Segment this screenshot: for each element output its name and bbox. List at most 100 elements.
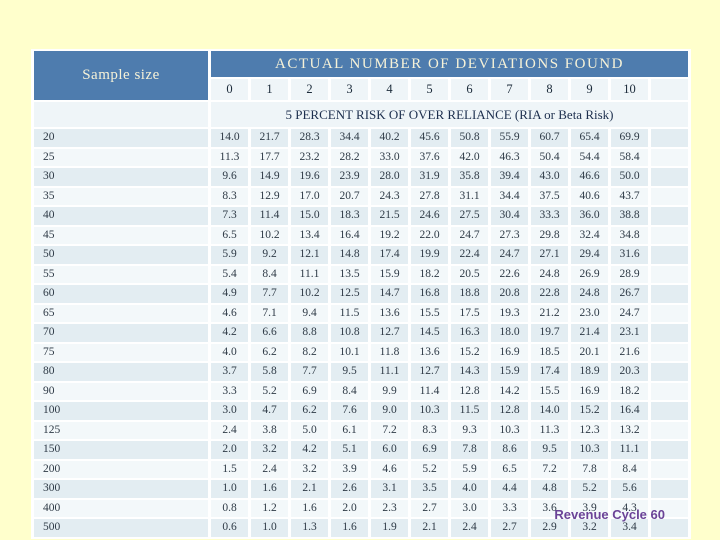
risk-value-cell: 2.3 [371, 499, 408, 517]
risk-value-cell: 2.0 [331, 499, 368, 517]
main-table-title: ACTUAL NUMBER OF DEVIATIONS FOUND [211, 51, 688, 77]
risk-value-cell: 9.5 [331, 363, 368, 381]
risk-value-cell: 27.5 [451, 207, 488, 225]
risk-value-cell: 11.4 [251, 207, 288, 225]
risk-value-cell: 43.0 [531, 168, 568, 186]
risk-value-cell: 3.5 [411, 480, 448, 498]
empty-cell [651, 168, 688, 186]
risk-value-cell: 38.8 [611, 207, 648, 225]
risk-value-cell: 9.2 [251, 246, 288, 264]
risk-value-cell: 43.7 [611, 187, 648, 205]
sample-size-value: 35 [34, 187, 208, 205]
risk-value-cell: 5.8 [251, 363, 288, 381]
risk-value-cell: 20.7 [331, 187, 368, 205]
risk-value-cell: 40.6 [571, 187, 608, 205]
empty-cell [651, 207, 688, 225]
risk-value-cell: 50.8 [451, 129, 488, 147]
risk-value-cell: 10.3 [571, 441, 608, 459]
risk-value-cell: 15.2 [451, 343, 488, 361]
empty-cell [651, 441, 688, 459]
table-row: 55 5.4 8.4 11.1 13.5 15.9 18.2 20.5 22.6 24.8 26.9… [34, 265, 688, 283]
empty-cell [651, 499, 688, 517]
risk-value-cell: 1.9 [371, 519, 408, 537]
deviation-col-header: 2 [291, 79, 328, 100]
risk-value-cell: 20.3 [611, 363, 648, 381]
risk-value-cell: 15.5 [411, 304, 448, 322]
risk-value-cell: 34.4 [491, 187, 528, 205]
risk-value-cell: 60.7 [531, 129, 568, 147]
risk-value-cell: 23.2 [291, 148, 328, 166]
risk-value-cell: 8.3 [411, 421, 448, 439]
risk-value-cell: 2.4 [451, 519, 488, 537]
risk-value-cell: 37.6 [411, 148, 448, 166]
risk-value-cell: 34.4 [331, 129, 368, 147]
empty-cell [651, 460, 688, 478]
risk-value-cell: 29.8 [531, 226, 568, 244]
risk-value-cell: 12.7 [411, 363, 448, 381]
sample-size-value: 45 [34, 226, 208, 244]
risk-value-cell: 18.2 [411, 265, 448, 283]
risk-value-cell: 6.1 [331, 421, 368, 439]
slide-footer: Revenue Cycle 60 [554, 507, 665, 522]
risk-value-cell: 7.2 [531, 460, 568, 478]
risk-value-cell: 5.1 [331, 441, 368, 459]
risk-value-cell: 18.0 [491, 324, 528, 342]
risk-value-cell: 7.8 [451, 441, 488, 459]
deviation-col-header: 5 [411, 79, 448, 100]
table-row: 25 11.3 17.7 23.2 28.2 33.0 37.6 42.0 46.3 50.4 54… [34, 148, 688, 166]
risk-value-cell: 2.0 [211, 441, 248, 459]
risk-value-cell: 18.5 [531, 343, 568, 361]
risk-value-cell: 5.2 [411, 460, 448, 478]
risk-value-cell: 54.4 [571, 148, 608, 166]
deviation-col-header: 10 [611, 79, 648, 100]
risk-value-cell: 12.8 [451, 382, 488, 400]
risk-value-cell: 9.3 [451, 421, 488, 439]
risk-value-cell: 1.2 [251, 499, 288, 517]
table-row: 90 3.3 5.2 6.9 8.4 9.9 11.4 12.8 14.2 15.5 16.9 18.… [34, 382, 688, 400]
risk-value-cell: 8.6 [491, 441, 528, 459]
table-body: Sample size ACTUAL NUMBER OF DEVIATIONS … [34, 51, 688, 537]
risk-value-cell: 4.4 [491, 480, 528, 498]
risk-value-cell: 14.0 [211, 129, 248, 147]
risk-value-cell: 22.4 [451, 246, 488, 264]
risk-value-cell: 8.2 [291, 343, 328, 361]
risk-value-cell: 22.6 [491, 265, 528, 283]
risk-value-cell: 36.0 [571, 207, 608, 225]
risk-value-cell: 12.8 [491, 402, 528, 420]
table-row: 500 0.6 1.0 1.3 1.6 1.9 2.1 2.4 2.7 2.9 3.2 3.4 [34, 519, 688, 537]
risk-value-cell: 2.6 [331, 480, 368, 498]
risk-value-cell: 23.1 [611, 324, 648, 342]
table-row: 30 9.6 14.9 19.6 23.9 28.0 31.9 35.8 39.4 43.0 46.… [34, 168, 688, 186]
table-row: 200 1.5 2.4 3.2 3.9 4.6 5.2 5.9 6.5 7.2 7.8 8.4 [34, 460, 688, 478]
risk-value-cell: 3.6 [531, 499, 568, 517]
risk-value-cell: 3.2 [571, 519, 608, 537]
risk-value-cell: 33.0 [371, 148, 408, 166]
subheader-spacer [34, 102, 208, 127]
risk-value-cell: 42.0 [451, 148, 488, 166]
sample-size-value: 65 [34, 304, 208, 322]
table-row: 35 8.3 12.9 17.0 20.7 24.3 27.8 31.1 34.4 37.5 40.… [34, 187, 688, 205]
risk-value-cell: 1.0 [211, 480, 248, 498]
risk-value-cell: 26.7 [611, 285, 648, 303]
deviation-col-header: 8 [531, 79, 568, 100]
empty-cell [651, 304, 688, 322]
risk-value-cell: 18.9 [571, 363, 608, 381]
risk-value-cell: 24.8 [531, 265, 568, 283]
risk-value-cell: 2.4 [251, 460, 288, 478]
risk-value-cell: 5.6 [611, 480, 648, 498]
risk-value-cell: 11.1 [611, 441, 648, 459]
sample-size-value: 200 [34, 460, 208, 478]
risk-value-cell: 13.5 [331, 265, 368, 283]
risk-value-cell: 24.7 [491, 246, 528, 264]
risk-value-cell: 15.2 [571, 402, 608, 420]
risk-value-cell: 16.9 [491, 343, 528, 361]
risk-value-cell: 12.7 [371, 324, 408, 342]
risk-value-cell: 28.3 [291, 129, 328, 147]
risk-value-cell: 34.8 [611, 226, 648, 244]
risk-value-cell: 4.3 [611, 499, 648, 517]
risk-value-cell: 28.9 [611, 265, 648, 283]
risk-value-cell: 24.7 [451, 226, 488, 244]
sample-size-value: 100 [34, 402, 208, 420]
risk-value-cell: 1.5 [211, 460, 248, 478]
risk-value-cell: 7.2 [371, 421, 408, 439]
